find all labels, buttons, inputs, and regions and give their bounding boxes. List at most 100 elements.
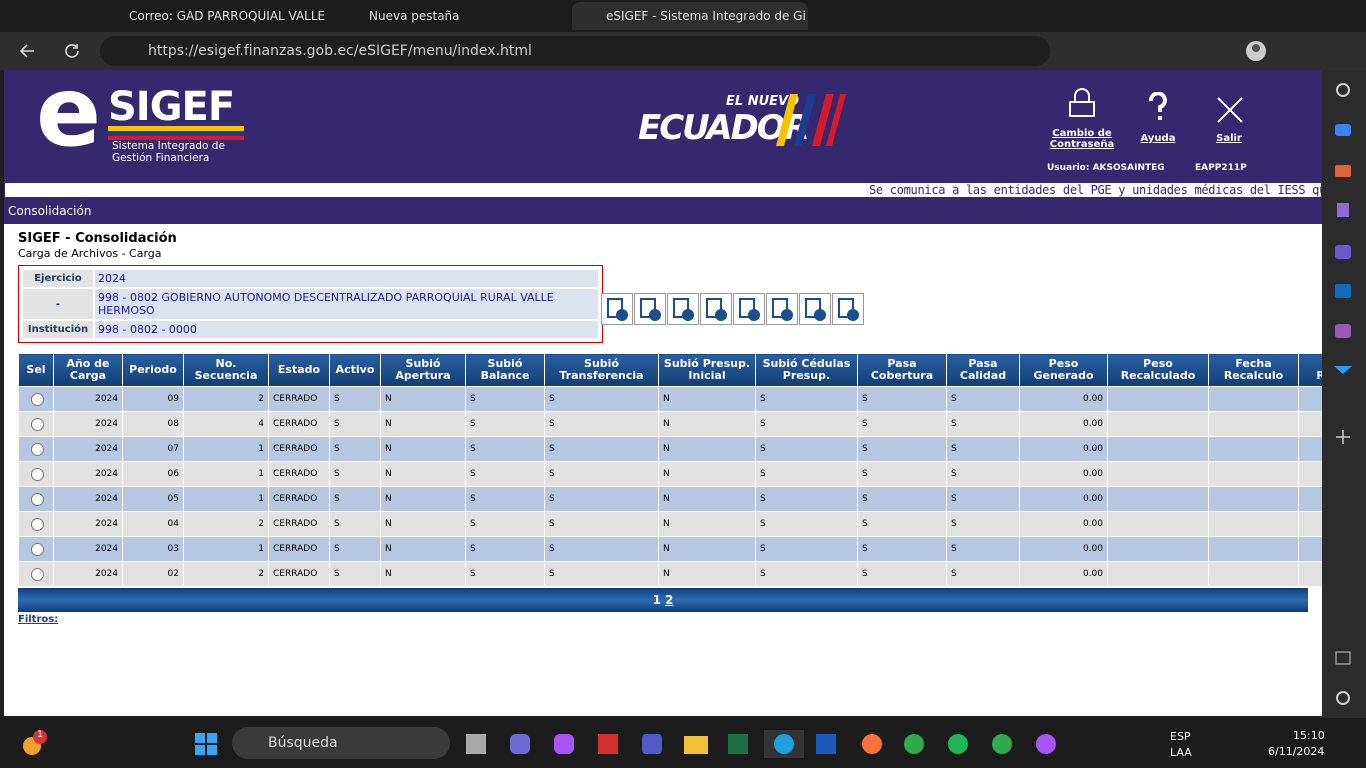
table-cell: 2	[184, 512, 269, 537]
table-cell: CERRADO	[269, 562, 330, 587]
table-cell: S	[466, 562, 545, 587]
toolbar-button[interactable]	[733, 293, 765, 325]
clock-date[interactable]: 6/11/2024	[1268, 745, 1324, 758]
profile-icon[interactable]	[1245, 40, 1267, 62]
empty-cell	[1108, 437, 1209, 462]
row-radio[interactable]	[31, 543, 44, 556]
column-header: Sel	[19, 354, 54, 387]
exit-link[interactable]: Salir	[1204, 133, 1254, 144]
table-cell: S	[545, 437, 659, 462]
table-row: 2024031CERRADOSNSSNSSS0.00	[19, 537, 1323, 562]
toolbar-button[interactable]	[634, 293, 666, 325]
clock-time[interactable]: 15:10	[1293, 729, 1325, 742]
row-radio[interactable]	[31, 468, 44, 481]
table-cell: 2024	[54, 537, 123, 562]
browser-tab[interactable]: Nueva pestaña	[335, 2, 565, 30]
table-cell: N	[659, 462, 756, 487]
page-link[interactable]: 1	[653, 593, 661, 607]
row-radio[interactable]	[31, 568, 44, 581]
help-link[interactable]: Ayuda	[1130, 133, 1186, 144]
table-cell: S	[858, 462, 947, 487]
table-cell: 2024	[54, 562, 123, 587]
select-cell	[19, 487, 54, 512]
table-cell: S	[330, 487, 381, 512]
row-radio[interactable]	[31, 518, 44, 531]
address-bar-row: https://esigef.finanzas.gob.ec/eSIGEF/me…	[0, 32, 1366, 70]
toolbar-button[interactable]	[832, 293, 864, 325]
password-icon[interactable]	[1066, 88, 1098, 122]
help-icon[interactable]	[1146, 92, 1170, 126]
exit-icon[interactable]	[1216, 96, 1244, 124]
logo-subtitle: Sistema Integrado de Gestión Financiera	[112, 140, 242, 164]
start-button[interactable]	[194, 732, 218, 756]
change-password-link[interactable]: Cambio de Contraseña	[1048, 128, 1116, 150]
filters-link[interactable]: Filtros:	[18, 614, 58, 625]
info-value: 998 - 0802 GOBIERNO AUTONOMO DESCENTRALI…	[95, 289, 598, 319]
column-header: Usuario Recalculo	[1299, 354, 1323, 387]
table-row: 2024022CERRADOSNSSNSSS0.00	[19, 562, 1323, 587]
browser-tab[interactable]: eSIGEF - Sistema Integrado de Gi	[572, 2, 808, 30]
toolbar-button[interactable]	[799, 293, 831, 325]
table-cell: S	[545, 512, 659, 537]
table-row: 2024061CERRADOSNSSNSSS0.00	[19, 462, 1323, 487]
column-header: Año de Carga	[54, 354, 123, 387]
select-cell	[19, 412, 54, 437]
row-radio[interactable]	[31, 443, 44, 456]
back-button[interactable]	[18, 41, 38, 61]
empty-cell	[1299, 562, 1323, 587]
empty-cell	[1299, 537, 1323, 562]
table-cell: S	[466, 437, 545, 462]
table-cell: 03	[123, 537, 184, 562]
table-cell: S	[330, 412, 381, 437]
table-cell: 1	[184, 462, 269, 487]
page-subtitle: Carga de Archivos - Carga	[18, 247, 162, 260]
column-header: Periodo	[123, 354, 184, 387]
menu-bar[interactable]: Consolidación	[4, 198, 1322, 224]
table-cell: S	[756, 562, 858, 587]
url-field[interactable]: https://esigef.finanzas.gob.ec/eSIGEF/me…	[100, 36, 1050, 66]
table-cell: 2024	[54, 437, 123, 462]
table-cell: S	[466, 537, 545, 562]
info-value: 2024	[95, 270, 598, 287]
table-cell: 0.00	[1020, 562, 1108, 587]
table-cell: S	[545, 412, 659, 437]
page-link[interactable]: 2	[665, 593, 673, 607]
table-row: 2024051CERRADOSNSSNSSS0.00	[19, 487, 1323, 512]
column-header: Estado	[269, 354, 330, 387]
search-box[interactable]: Búsqueda	[232, 727, 450, 759]
select-cell	[19, 537, 54, 562]
column-header: Subió Cédulas Presup.	[756, 354, 858, 387]
table-cell: 1	[184, 437, 269, 462]
row-radio[interactable]	[31, 418, 44, 431]
language[interactable]: ESP	[1170, 730, 1191, 743]
toolbar-button[interactable]	[601, 293, 633, 325]
toolbar-button[interactable]	[766, 293, 798, 325]
table-cell: S	[858, 512, 947, 537]
table-cell: CERRADO	[269, 537, 330, 562]
table-cell: N	[381, 462, 466, 487]
table-cell: S	[545, 537, 659, 562]
row-radio[interactable]	[31, 493, 44, 506]
toolbar-button[interactable]	[700, 293, 732, 325]
browser-tab[interactable]: Correo: GAD PARROQUIAL VALLE	[95, 2, 325, 30]
table-cell: 0.00	[1020, 487, 1108, 512]
table-cell: S	[947, 437, 1020, 462]
table-cell: N	[659, 437, 756, 462]
table-cell: S	[466, 487, 545, 512]
search-text: Búsqueda	[268, 727, 338, 759]
empty-cell	[1299, 437, 1323, 462]
table-cell: S	[330, 562, 381, 587]
table-cell: 0.00	[1020, 437, 1108, 462]
table-cell: S	[756, 437, 858, 462]
row-radio[interactable]	[31, 393, 44, 406]
table-cell: S	[330, 512, 381, 537]
table-cell: CERRADO	[269, 487, 330, 512]
keyboard-layout[interactable]: LAA	[1170, 746, 1192, 759]
empty-cell	[1209, 512, 1299, 537]
table-cell: 02	[123, 562, 184, 587]
toolbar-button[interactable]	[667, 293, 699, 325]
select-cell	[19, 387, 54, 412]
table-cell: S	[858, 487, 947, 512]
web-content: e SIGEF Sistema Integrado de Gestión Fin…	[4, 70, 1322, 716]
reload-button[interactable]	[62, 41, 82, 61]
